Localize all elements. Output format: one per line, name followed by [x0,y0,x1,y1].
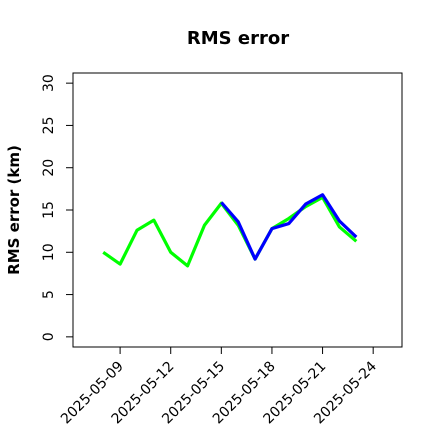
y-axis-label: RMS error (km) [5,145,23,275]
plot-box [72,72,403,348]
series-line [220,193,358,261]
y-tick-label: 25 [41,117,57,135]
series-line [102,195,358,268]
y-tick-label: 20 [41,159,57,177]
y-tick-label: 0 [41,332,57,341]
chart-title: RMS error [187,28,289,49]
y-tick-label: 30 [41,74,57,92]
y-tick-label: 10 [41,243,57,261]
y-tick-label: 15 [41,201,57,219]
y-tick-label: 5 [41,290,57,299]
